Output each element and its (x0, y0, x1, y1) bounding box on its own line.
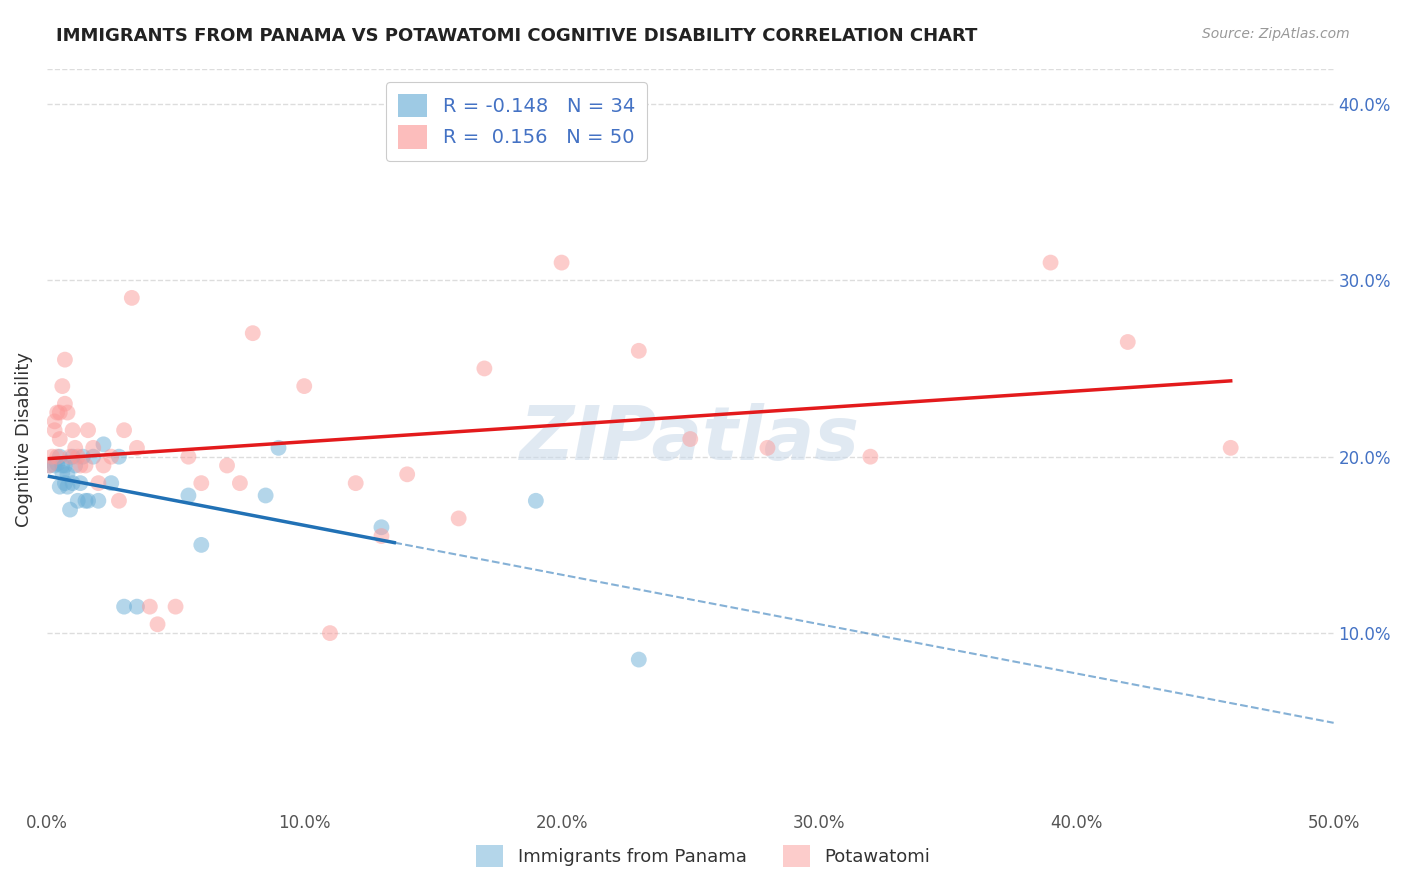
Point (125, 441, 148, 455)
Point (108, 450, 131, 464)
Point (1039, 255, 1062, 269)
Point (62, 450, 84, 464)
Point (51, 466, 73, 480)
Point (56, 406, 79, 420)
Point (38, 458, 60, 473)
Point (474, 361, 496, 376)
Point (344, 476, 367, 491)
Point (108, 493, 131, 508)
Point (59, 502, 82, 516)
Point (53, 476, 76, 491)
Point (63, 458, 86, 473)
Point (51, 458, 73, 473)
Point (524, 493, 547, 508)
Point (59, 450, 82, 464)
Point (370, 520, 392, 534)
Point (49, 450, 72, 464)
Point (125, 599, 148, 614)
Point (46, 450, 69, 464)
Point (93, 458, 115, 473)
Point (77, 423, 100, 437)
Point (69, 476, 91, 491)
Point (87, 476, 110, 491)
Point (165, 599, 187, 614)
Point (66, 493, 89, 508)
Point (215, 458, 238, 473)
Point (396, 467, 419, 482)
Text: Source: ZipAtlas.com: Source: ZipAtlas.com (1202, 27, 1350, 41)
Point (53, 397, 76, 411)
Point (1116, 334, 1139, 349)
Point (75, 493, 97, 508)
Point (190, 538, 212, 552)
Point (100, 450, 122, 464)
Point (121, 291, 143, 305)
Point (82, 450, 104, 464)
Legend: R = -0.148   N = 34, R =  0.156   N = 50: R = -0.148 N = 34, R = 0.156 N = 50 (387, 82, 647, 161)
Point (44, 458, 66, 473)
Point (190, 476, 212, 491)
Point (46, 406, 69, 420)
Point (41, 450, 63, 464)
Point (627, 652, 650, 666)
Point (69, 458, 91, 473)
Point (254, 488, 277, 502)
Point (756, 441, 779, 455)
Point (46, 457, 69, 471)
Point (72, 450, 94, 464)
Point (319, 626, 342, 640)
Point (292, 379, 315, 393)
Point (447, 511, 470, 525)
Point (49, 432, 72, 446)
Point (550, 255, 572, 269)
Point (82, 441, 104, 455)
Point (100, 476, 122, 491)
Point (229, 476, 252, 491)
Point (38, 458, 60, 473)
Point (56, 480, 79, 494)
Point (49, 406, 72, 420)
Point (112, 599, 135, 614)
Point (93, 437, 115, 451)
Text: IMMIGRANTS FROM PANAMA VS POTAWATOMI COGNITIVE DISABILITY CORRELATION CHART: IMMIGRANTS FROM PANAMA VS POTAWATOMI COG… (56, 27, 977, 45)
Text: ZIPatlas: ZIPatlas (520, 402, 860, 475)
Point (75, 458, 97, 473)
Point (87, 493, 110, 508)
Point (679, 432, 702, 446)
Point (146, 617, 169, 632)
Point (56, 467, 79, 482)
Legend: Immigrants from Panama, Potawatomi: Immigrants from Panama, Potawatomi (468, 838, 938, 874)
Point (77, 493, 100, 508)
Point (44, 423, 66, 437)
Point (177, 450, 200, 464)
Point (1219, 441, 1241, 455)
Point (242, 326, 264, 341)
Point (62, 476, 84, 491)
Point (53, 458, 76, 473)
Point (53, 352, 76, 367)
Point (370, 529, 392, 543)
Point (627, 343, 650, 358)
Point (859, 450, 882, 464)
Point (267, 441, 290, 455)
Point (66, 450, 89, 464)
Point (177, 488, 200, 502)
Point (63, 441, 86, 455)
Point (44, 414, 66, 428)
Point (51, 379, 73, 393)
Point (139, 599, 162, 614)
Point (49, 480, 72, 494)
Y-axis label: Cognitive Disability: Cognitive Disability (15, 351, 32, 526)
Point (62, 423, 84, 437)
Point (112, 423, 135, 437)
